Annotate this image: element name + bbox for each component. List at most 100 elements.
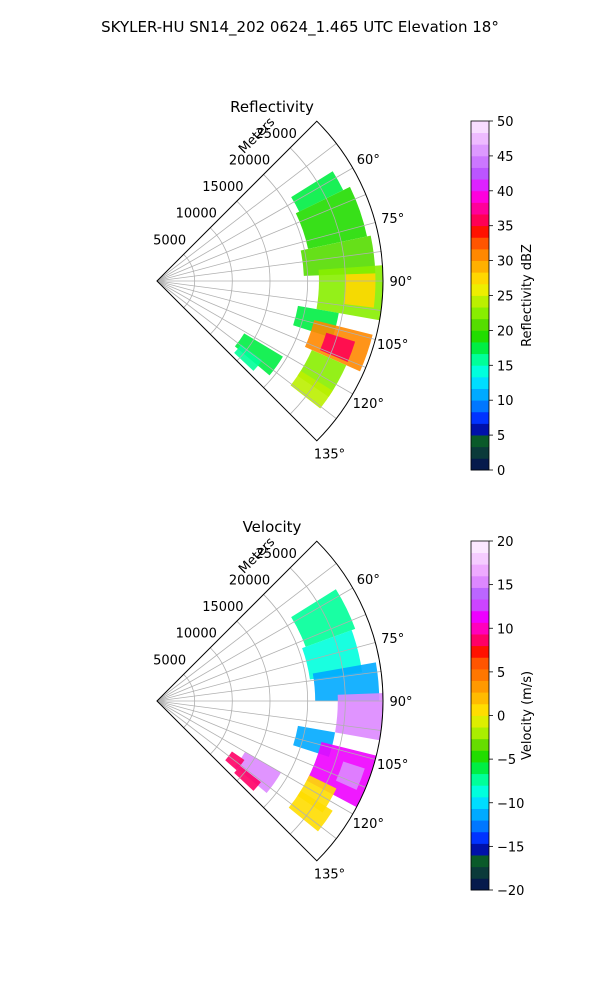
velocity-colorbar-tick-label: 10 [497,622,514,637]
reflectivity-echo-region-9 [290,370,333,409]
velocity-echo-region-6 [335,761,365,790]
velocity-polar-frame [156,540,384,862]
velocity-data-layer [225,589,383,832]
velocity-colorbar-swatch [471,727,489,740]
reflectivity-colorbar-swatch [471,435,489,448]
velocity-colorbar-swatch [471,575,489,588]
velocity-radial-gridline [156,700,366,788]
reflectivity-colorbar-swatch [471,388,489,401]
reflectivity-range-tick-label: 20000 [229,153,270,168]
reflectivity-colorbar-swatch [471,167,489,180]
velocity-colorbar-swatch [471,762,489,775]
reflectivity-colorbar-tick-label: 30 [497,255,514,270]
velocity-radial-gridline [156,700,337,839]
reflectivity-colorbar-tick-label: 25 [497,290,514,305]
reflectivity-echo-region-11 [234,344,263,371]
velocity-title: Velocity [243,518,302,536]
velocity-colorbar-swatch [471,622,489,635]
velocity-colorbar-swatch [471,552,489,565]
velocity-echo-region-7 [297,775,337,813]
velocity-colorbar-swatch [471,610,489,623]
reflectivity-colorbar-swatch [471,318,489,331]
velocity-azimuth-tick-label: 75° [381,632,404,647]
reflectivity-range-tick-label: 15000 [202,180,243,195]
reflectivity-colorbar-swatch [471,225,489,238]
reflectivity-colorbar-tick-label: 20 [497,324,514,339]
reflectivity-range-tick-label: 5000 [153,233,186,248]
velocity-colorbar-tick-label: −20 [497,884,524,899]
reflectivity-sector-frame [156,120,384,442]
reflectivity-echo-region-7 [319,332,356,362]
velocity-radial-gridline [156,700,376,760]
reflectivity-title: Reflectivity [230,98,314,116]
velocity-colorbar-tick-label: 20 [497,535,514,550]
velocity-colorbar-swatch [471,703,489,716]
reflectivity-radial-gridline [156,280,353,395]
reflectivity-colorbar-tick-label: 5 [497,429,505,444]
reflectivity-colorbar-swatch [471,400,489,413]
reflectivity-radial-gridline [156,194,366,282]
velocity-range-tick-label: 10000 [176,627,217,642]
velocity-range-tick-label: 25000 [255,547,296,562]
velocity-colorbar-swatch [471,866,489,879]
reflectivity-colorbar-swatch [471,342,489,355]
reflectivity-colorbar-swatch [471,237,489,250]
velocity-colorbar-swatch [471,599,489,612]
reflectivity-colorbar-swatch [471,202,489,215]
velocity-colorbar-swatch [471,680,489,693]
reflectivity-azimuth-tick-label: 105° [377,338,408,353]
reflectivity-echo-region-2 [300,235,376,276]
reflectivity-colorbar-swatch [471,376,489,389]
velocity-colorbar-swatch [471,750,489,763]
reflectivity-azimuth-tick-label: 120° [353,397,384,412]
velocity-echo-region-2 [312,662,380,701]
velocity-echo-region-0 [291,589,356,647]
reflectivity-colorbar-swatch [471,179,489,192]
reflectivity-colorbar-swatch [471,330,489,343]
velocity-echo-region-8 [288,790,333,832]
reflectivity-colorbar-swatch [471,155,489,168]
velocity-colorbar-swatch [471,808,489,821]
reflectivity-colorbar-swatch [471,272,489,285]
velocity-radial-gridline [156,563,337,702]
reflectivity-echo-region-10 [234,333,283,376]
reflectivity-colorbar-swatch [471,411,489,424]
reflectivity-colorbar-tick-label: 10 [497,394,514,409]
velocity-echo-region-1 [302,630,363,680]
reflectivity-echo-region-8 [297,349,347,397]
velocity-sector-frame [156,540,384,862]
velocity-colorbar-swatch [471,738,489,751]
reflectivity-radial-gridline [156,167,353,282]
reflectivity-colorbar-swatch [471,214,489,227]
velocity-colorbar-label: Velocity (m/s) [520,671,535,760]
reflectivity-colorbar-tick-label: 40 [497,185,514,200]
reflectivity-range-tick-label: 10000 [176,207,217,222]
reflectivity-azimuth-tick-label: 75° [381,212,404,227]
reflectivity-panel: Reflectivity 500010000150002000025000Met… [153,98,535,479]
velocity-colorbar-swatch [471,855,489,868]
velocity-range-tick-label: 20000 [229,573,270,588]
velocity-colorbar-swatch [471,541,489,554]
velocity-colorbar-swatch [471,564,489,577]
velocity-radial-gridline [156,700,353,815]
velocity-colorbar-swatch [471,773,489,786]
reflectivity-echo-region-4 [343,273,376,308]
velocity-radial-gridline [156,671,382,702]
velocity-echo-region-9 [234,751,281,794]
reflectivity-colorbar-tick-label: 35 [497,220,514,235]
velocity-colorbar-tick-label: −10 [497,797,524,812]
reflectivity-colorbar-swatch [471,423,489,436]
velocity-azimuth-tick-label: 90° [389,695,412,710]
velocity-colorbar-swatch [471,657,489,670]
reflectivity-radial-gridline [156,280,366,368]
reflectivity-azimuth-tick-label: 135° [314,448,345,463]
reflectivity-data-layer [234,171,384,409]
reflectivity-colorbar-swatch [471,446,489,459]
velocity-radial-gridline [156,700,382,731]
reflectivity-colorbar-swatch [471,458,489,471]
velocity-colorbar-swatch [471,715,489,728]
reflectivity-range-tick-label: 25000 [255,127,296,142]
velocity-colorbar-tick-label: 5 [497,666,505,681]
velocity-colorbar: −20 −15 −10 −5 0 5 10 15 20 Velocity (m/s) [470,535,535,899]
